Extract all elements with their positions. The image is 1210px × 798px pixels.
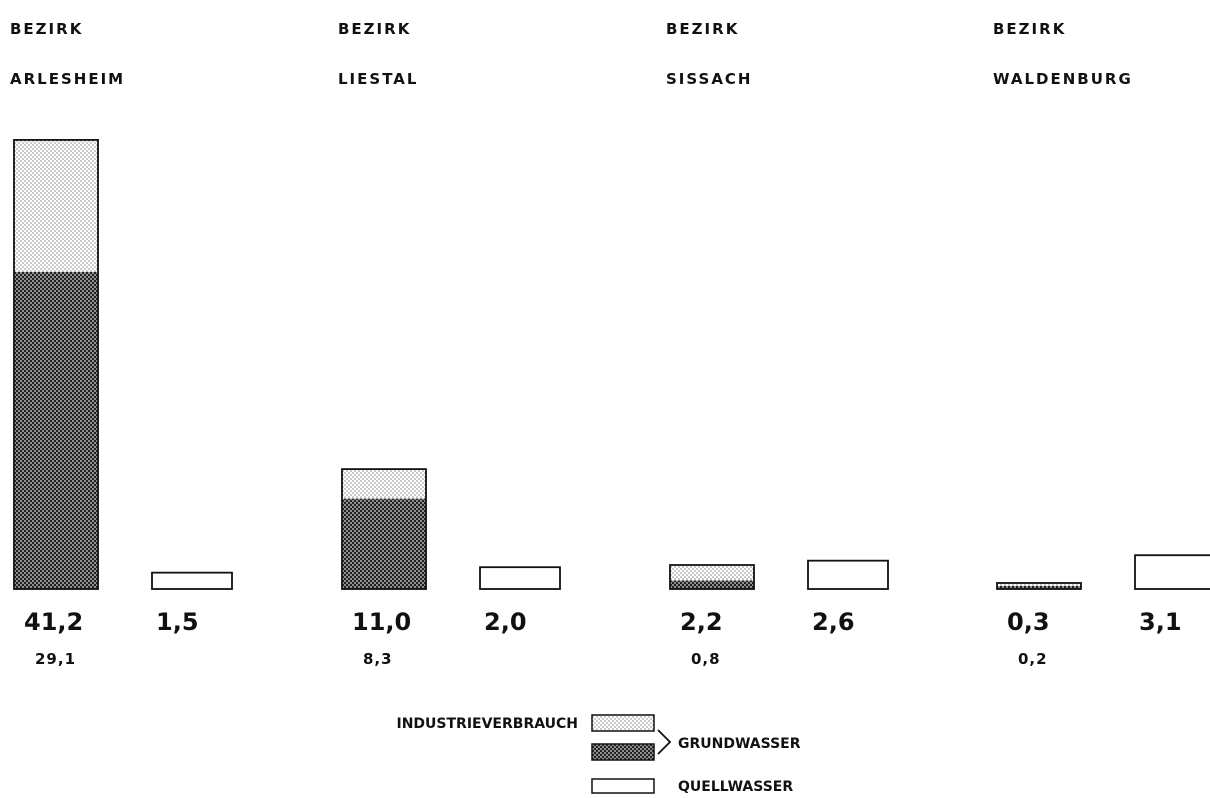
quellwasser-value-label: 3,1 xyxy=(1139,608,1182,636)
grundwasser-total-label: 0,3 xyxy=(1007,608,1050,636)
grundwasser-total-label: 2,2 xyxy=(680,608,723,636)
legend-quellwasser-label: QUELLWASSER xyxy=(678,779,793,795)
legend-grundwasser-swatch xyxy=(591,743,655,761)
district-label-line1: BEZIRK xyxy=(993,20,1066,38)
bar-grundwasser-outline xyxy=(996,582,1082,590)
quellwasser-value-label: 1,5 xyxy=(156,608,199,636)
district-label-line2: SISSACH xyxy=(666,70,753,88)
legend-quellwasser-swatch xyxy=(591,778,655,794)
bar-quellwasser xyxy=(1134,554,1210,590)
legend: INDUSTRIEVERBRAUCH GRUNDWASSER QUELLWASS… xyxy=(397,714,801,795)
bar-quellwasser xyxy=(807,559,889,590)
legend-bracket-icon xyxy=(657,729,672,755)
bar-grundwasser-outline xyxy=(13,139,99,590)
industrie-value-label: 8,3 xyxy=(363,650,393,668)
bar-grundwasser-outline xyxy=(341,468,427,590)
bar-grundwasser-other xyxy=(670,565,754,581)
bar-grundwasser-industrie xyxy=(670,580,754,589)
industrie-value-label: 0,2 xyxy=(1018,650,1048,668)
quellwasser-value-label: 2,6 xyxy=(812,608,855,636)
district-label-line2: ARLESHEIM xyxy=(10,70,125,88)
legend-industrie-swatch xyxy=(591,714,655,732)
grundwasser-total-label: 41,2 xyxy=(24,608,83,636)
bars xyxy=(13,139,1210,590)
bar-grundwasser-other xyxy=(997,583,1081,586)
district-label-line2: LIESTAL xyxy=(338,70,418,88)
district-label-line1: BEZIRK xyxy=(10,20,83,38)
bar-grundwasser-industrie xyxy=(14,271,98,589)
bar-grundwasser-industrie xyxy=(997,586,1081,589)
bar-quellwasser xyxy=(151,571,233,590)
district-label-line2: WALDENBURG xyxy=(993,70,1133,88)
bar-quellwasser xyxy=(479,566,561,590)
bar-grundwasser-outline xyxy=(669,564,755,590)
district-label-line1: BEZIRK xyxy=(666,20,739,38)
industrie-value-label: 0,8 xyxy=(691,650,721,668)
bar-grundwasser-industrie xyxy=(342,498,426,589)
grundwasser-total-label: 11,0 xyxy=(352,608,411,636)
district-labels: BEZIRK ARLESHEIM BEZIRK LIESTAL BEZIRK SISSAC… xyxy=(10,20,1133,88)
legend-industrie-label: INDUSTRIEVERBRAUCH xyxy=(397,716,579,732)
industrie-value-label: 29,1 xyxy=(35,650,76,668)
legend-grundwasser-label: GRUNDWASSER xyxy=(678,736,801,752)
bar-grundwasser-other xyxy=(14,139,98,272)
value-labels: 41,2 29,1 1,5 11,0 8,3 2,0 2,2 0,8 2,6 0,3 0,2 3,1 xyxy=(24,608,1182,668)
quellwasser-value-label: 2,0 xyxy=(484,608,527,636)
district-label-line1: BEZIRK xyxy=(338,20,411,38)
bar-grundwasser-other xyxy=(342,469,426,499)
